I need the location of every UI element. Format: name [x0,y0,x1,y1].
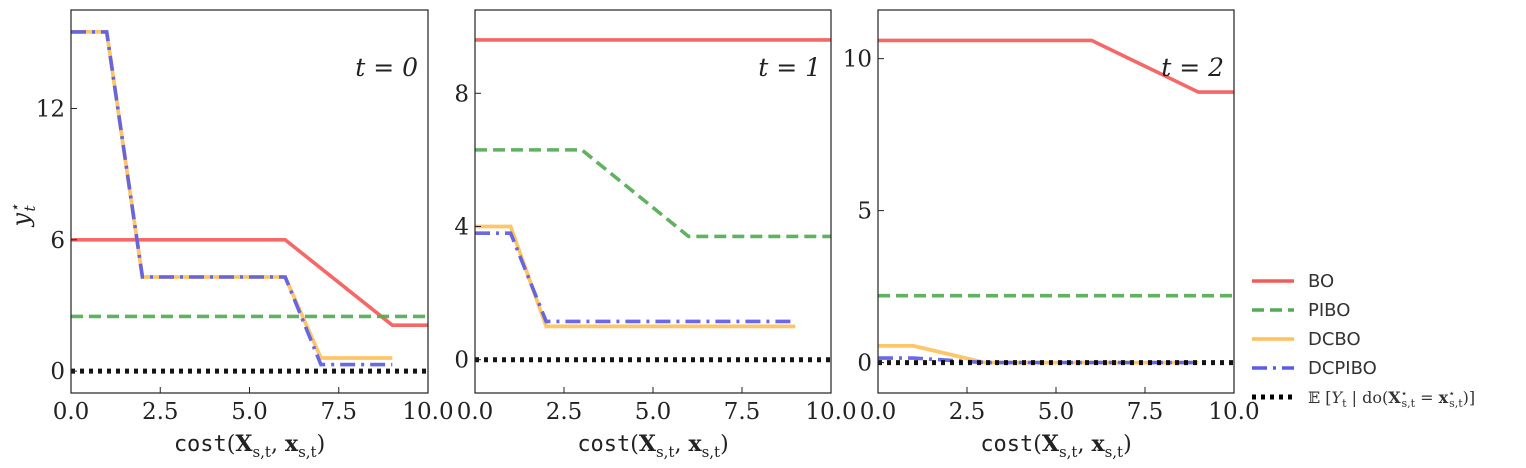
x-axis-label: cost(Xs,t, xs,t) [577,431,728,461]
y-tick-label: 6 [50,228,65,254]
series-line-dcbo-t1 [475,224,796,329]
series-line-bo-t2 [878,38,1234,94]
x-tick-label: 7.5 [1127,399,1164,425]
legend-label: DCBO [1308,329,1361,350]
series-line-dcpibo-t0 [71,30,393,367]
series-line-dcpibo-t2 [878,356,1199,365]
legend-label: BO [1308,271,1334,292]
series-line-dcpibo-t1 [475,231,796,324]
chart-panel-t0: 0.0 2.5 5.0 7.5 10.0 0 6 12 t = 0 cost(Xs,t, xs,t… [6,9,454,461]
y-tick-label: 0 [454,348,469,374]
y-tick-label: 10 [843,47,872,73]
time-label: t = 0 [355,53,418,82]
series-group [878,38,1234,366]
x-tick-label: 2.5 [142,399,179,425]
series-line-pibo-t1 [475,148,831,239]
x-tick-label: 5.0 [231,399,268,425]
legend-item-dcbo: DCBO [1252,329,1361,350]
chart-panel-t2: 0.0 2.5 5.0 7.5 10.0 0 5 10 t = 2 cost(Xs,t, xs,t… [843,9,1260,461]
time-label: t = 2 [1161,53,1224,82]
legend-item-e-y-t-do-x-s-t-x-s-t: 𝔼 [Yt | do(X⋆ s,t = x⋆ s,t)] [1252,387,1475,410]
y-tick-label: 0 [50,359,65,385]
y-tick-label: 5 [857,199,872,225]
y-axis-label: y⋆t [6,204,39,228]
series-line-dcbo-t0 [71,29,393,360]
legend-label: PIBO [1308,300,1350,321]
x-tick-label: 7.5 [320,399,357,425]
series-line-bo-t0 [71,238,428,327]
x-tick-label: 10.0 [1208,399,1259,425]
x-axis-label: cost(Xs,t, xs,t) [174,431,325,461]
legend: BO PIBO DCBO DCPIBO 𝔼 [Yt | do(X⋆ s,t = x⋆ s,t… [1252,271,1475,410]
chart-panel-t1: 0.0 2.5 5.0 7.5 10.0 0 4 8 t = 1 cost(Xs,t, xs,t) [454,9,857,461]
x-tick-label: 5.0 [1038,399,1075,425]
y-tick-label: 0 [857,351,872,377]
x-tick-label: 2.5 [949,399,986,425]
x-tick-label: 10.0 [805,399,856,425]
y-tick-label: 4 [454,214,469,240]
time-label: t = 1 [758,53,821,82]
legend-item-bo: BO [1252,271,1334,292]
x-axis-label: cost(Xs,t, xs,t) [980,431,1131,461]
series-group [71,29,428,374]
x-tick-label: 2.5 [546,399,583,425]
legend-label: 𝔼 [Yt | do(X⋆ s,t = x⋆ s,t)] [1308,387,1475,410]
x-tick-label: 0.0 [457,399,494,425]
y-tick-label: 8 [454,81,469,107]
x-tick-label: 0.0 [860,399,897,425]
x-tick-label: 5.0 [635,399,672,425]
y-tick-label: 12 [36,96,65,122]
x-tick-label: 0.0 [53,399,90,425]
x-tick-label: 7.5 [724,399,761,425]
series-group [475,38,831,363]
legend-label: DCPIBO [1308,358,1377,379]
series-line-dcbo-t2 [878,343,1199,365]
x-tick-label: 10.0 [402,399,453,425]
legend-item-pibo: PIBO [1252,300,1350,321]
legend-item-dcpibo: DCPIBO [1252,358,1377,379]
